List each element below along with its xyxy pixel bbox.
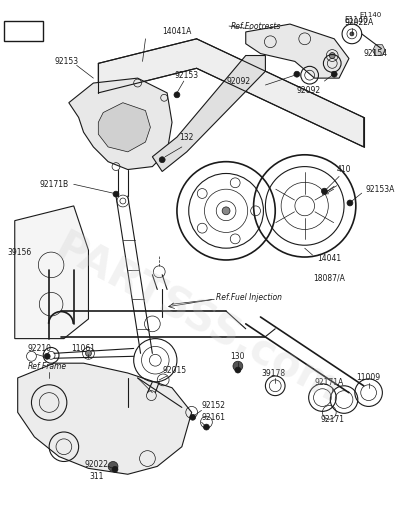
Circle shape: [329, 53, 335, 58]
Polygon shape: [98, 39, 364, 147]
Circle shape: [233, 361, 243, 371]
Circle shape: [159, 157, 165, 163]
Text: E1140: E1140: [345, 16, 369, 25]
Text: 92161: 92161: [202, 413, 226, 422]
Text: 92022A: 92022A: [344, 18, 373, 26]
Text: 11009: 11009: [356, 373, 381, 383]
Text: 14041A: 14041A: [162, 27, 192, 36]
Text: 130: 130: [231, 352, 245, 361]
Circle shape: [174, 92, 180, 98]
Polygon shape: [246, 24, 349, 78]
Text: 39156: 39156: [7, 248, 32, 256]
Text: 92171B: 92171B: [39, 180, 68, 189]
Text: 92092: 92092: [297, 86, 321, 96]
Text: 92171A: 92171A: [315, 378, 344, 387]
Text: PARTSSS.com: PARTSSS.com: [47, 226, 346, 412]
Text: 92015: 92015: [163, 366, 187, 374]
Text: 92153: 92153: [175, 71, 199, 80]
Circle shape: [44, 353, 50, 359]
Circle shape: [235, 367, 241, 373]
Text: FRONT: FRONT: [8, 26, 40, 36]
Circle shape: [190, 414, 196, 420]
Text: E1140: E1140: [359, 12, 381, 18]
Circle shape: [222, 207, 230, 215]
Text: 92154: 92154: [364, 49, 388, 58]
Text: 92092: 92092: [226, 77, 250, 86]
Circle shape: [204, 424, 209, 430]
Circle shape: [322, 188, 327, 194]
Circle shape: [113, 191, 119, 197]
Circle shape: [331, 71, 337, 77]
Circle shape: [86, 351, 92, 356]
Text: FRONT: FRONT: [6, 26, 41, 36]
Polygon shape: [69, 78, 172, 170]
Polygon shape: [18, 363, 192, 474]
Text: 92152: 92152: [202, 401, 226, 410]
Text: Ref.Fuel Injection: Ref.Fuel Injection: [216, 293, 282, 302]
Text: 39178: 39178: [261, 369, 285, 377]
Text: 311: 311: [89, 472, 104, 481]
Circle shape: [350, 32, 354, 36]
Polygon shape: [152, 55, 265, 172]
Circle shape: [347, 200, 353, 206]
FancyBboxPatch shape: [4, 21, 43, 41]
Text: 92210: 92210: [28, 344, 52, 353]
Circle shape: [294, 71, 300, 77]
Text: 11061: 11061: [72, 344, 96, 353]
Text: 92171: 92171: [320, 415, 344, 424]
Polygon shape: [15, 206, 88, 339]
Text: 18087/A: 18087/A: [313, 273, 345, 282]
Polygon shape: [98, 103, 150, 152]
Text: 132: 132: [180, 132, 194, 142]
Polygon shape: [372, 44, 385, 55]
Text: 14041: 14041: [317, 253, 341, 263]
Text: 92153: 92153: [54, 57, 78, 66]
Text: 92022: 92022: [84, 460, 108, 469]
Text: 410: 410: [337, 165, 351, 174]
Text: Ref.Footrests: Ref.Footrests: [231, 22, 281, 31]
Text: Ref.Frame: Ref.Frame: [28, 361, 67, 371]
Circle shape: [112, 466, 118, 473]
Text: 92153A: 92153A: [366, 185, 395, 194]
Circle shape: [108, 462, 118, 472]
